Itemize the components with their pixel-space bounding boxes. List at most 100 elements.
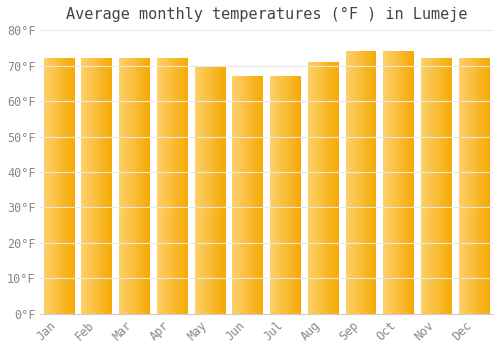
Bar — [158, 58, 159, 314]
Bar — [297, 76, 298, 314]
Bar — [258, 76, 259, 314]
Bar — [348, 51, 350, 314]
Bar — [422, 58, 423, 314]
Bar — [476, 58, 478, 314]
Bar — [164, 58, 165, 314]
Bar — [326, 62, 328, 314]
Bar — [180, 58, 182, 314]
Bar — [205, 65, 206, 314]
Bar — [120, 58, 121, 314]
Bar — [336, 62, 338, 314]
Bar — [246, 76, 247, 314]
Bar — [353, 51, 354, 314]
Bar — [464, 58, 465, 314]
Bar — [210, 65, 211, 314]
Bar — [84, 58, 86, 314]
Bar — [95, 58, 96, 314]
Bar — [436, 58, 438, 314]
Bar — [299, 76, 300, 314]
Bar — [403, 51, 404, 314]
Bar — [206, 65, 207, 314]
Bar — [100, 58, 101, 314]
Bar — [249, 76, 250, 314]
Bar — [248, 76, 249, 314]
Bar — [242, 76, 244, 314]
Bar — [346, 51, 348, 314]
Bar — [55, 58, 56, 314]
Bar — [356, 51, 357, 314]
Bar — [97, 58, 98, 314]
Bar — [176, 58, 178, 314]
Bar — [467, 58, 468, 314]
Bar — [370, 51, 372, 314]
Bar — [446, 58, 447, 314]
Bar — [208, 65, 209, 314]
Bar — [66, 58, 68, 314]
Bar — [354, 51, 355, 314]
Bar — [201, 65, 202, 314]
Bar — [386, 51, 388, 314]
Bar — [60, 58, 61, 314]
Bar — [360, 51, 361, 314]
Bar — [480, 58, 482, 314]
Title: Average monthly temperatures (°F ) in Lumeje: Average monthly temperatures (°F ) in Lu… — [66, 7, 468, 22]
Bar — [394, 51, 396, 314]
Bar — [280, 76, 281, 314]
Bar — [288, 76, 290, 314]
Bar — [170, 58, 172, 314]
Bar — [274, 76, 275, 314]
Bar — [278, 76, 280, 314]
Bar — [272, 76, 273, 314]
Bar — [124, 58, 126, 314]
Bar — [316, 62, 317, 314]
Bar — [92, 58, 93, 314]
Bar — [284, 76, 286, 314]
Bar — [98, 58, 99, 314]
Bar — [103, 58, 104, 314]
Bar — [295, 76, 296, 314]
Bar — [365, 51, 366, 314]
Bar — [396, 51, 398, 314]
Bar — [364, 51, 365, 314]
Bar — [104, 58, 105, 314]
Bar — [186, 58, 187, 314]
Bar — [139, 58, 140, 314]
Bar — [330, 62, 332, 314]
Bar — [64, 58, 66, 314]
Bar — [240, 76, 242, 314]
Bar — [424, 58, 425, 314]
Bar — [450, 58, 451, 314]
Bar — [290, 76, 292, 314]
Bar — [461, 58, 462, 314]
Bar — [273, 76, 274, 314]
Bar — [54, 58, 55, 314]
Bar — [178, 58, 180, 314]
Bar — [167, 58, 168, 314]
Bar — [471, 58, 472, 314]
Bar — [126, 58, 128, 314]
Bar — [352, 51, 353, 314]
Bar — [315, 62, 316, 314]
Bar — [466, 58, 467, 314]
Bar — [72, 58, 74, 314]
Bar — [357, 51, 358, 314]
Bar — [165, 58, 166, 314]
Bar — [101, 58, 102, 314]
Bar — [292, 76, 293, 314]
Bar — [174, 58, 176, 314]
Bar — [402, 51, 403, 314]
Bar — [428, 58, 429, 314]
Bar — [149, 58, 150, 314]
Bar — [261, 76, 262, 314]
Bar — [256, 76, 257, 314]
Bar — [412, 51, 413, 314]
Bar — [270, 76, 271, 314]
Bar — [138, 58, 139, 314]
Bar — [90, 58, 92, 314]
Bar — [322, 62, 324, 314]
Bar — [130, 58, 132, 314]
Bar — [350, 51, 352, 314]
Bar — [411, 51, 412, 314]
Bar — [282, 76, 284, 314]
Bar — [468, 58, 469, 314]
